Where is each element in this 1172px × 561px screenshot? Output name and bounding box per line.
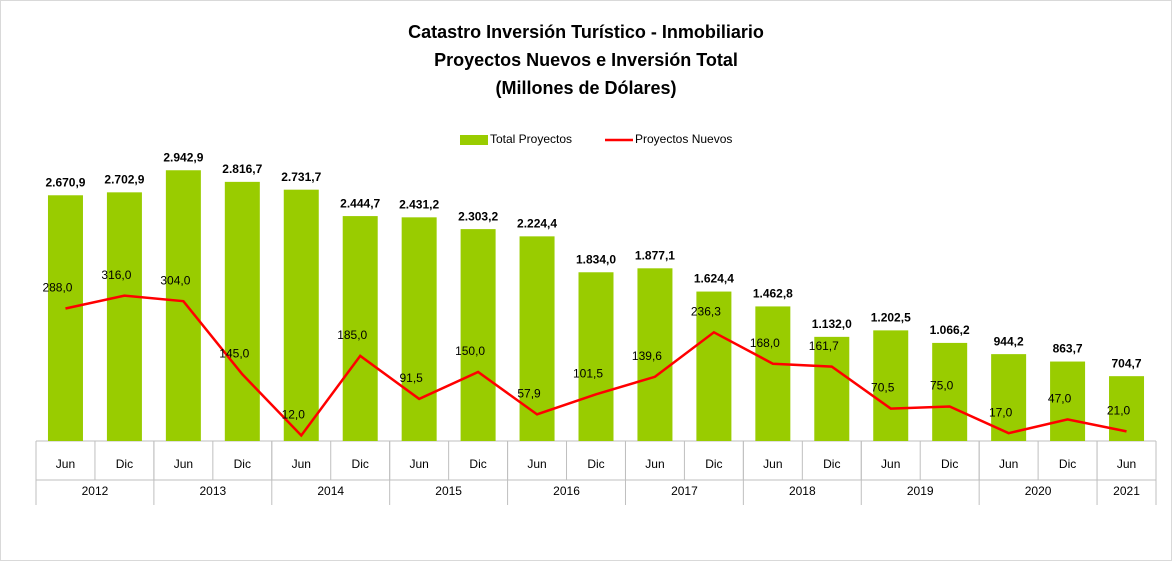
bar-value-label: 2.702,9 bbox=[104, 173, 144, 187]
bar-value-label: 1.202,5 bbox=[871, 311, 911, 325]
x-tick-label: Jun bbox=[409, 457, 428, 471]
bar bbox=[342, 216, 378, 441]
bar-value-label: 2.431,2 bbox=[399, 198, 439, 212]
line-value-label: 47,0 bbox=[1048, 392, 1072, 406]
x-tick-label: Jun bbox=[527, 457, 546, 471]
line-value-label: 185,0 bbox=[337, 328, 367, 342]
bar-value-label: 704,7 bbox=[1112, 356, 1142, 370]
line-value-label: 57,9 bbox=[517, 387, 541, 401]
bar bbox=[224, 181, 260, 442]
legend-label: Proyectos Nuevos bbox=[635, 132, 732, 146]
bar bbox=[991, 354, 1027, 441]
x-tick-label: Dic bbox=[587, 457, 604, 471]
bar-value-label: 1.066,2 bbox=[930, 323, 970, 337]
bar bbox=[578, 272, 614, 441]
x-group-label: 2020 bbox=[1025, 484, 1052, 498]
line-value-label: 161,7 bbox=[809, 339, 839, 353]
bar bbox=[106, 192, 142, 441]
chart-title: Catastro Inversión Turístico - Inmobilia… bbox=[408, 22, 764, 42]
line bbox=[65, 294, 1127, 438]
x-group-label: 2017 bbox=[671, 484, 698, 498]
line-value-label: 75,0 bbox=[930, 379, 954, 393]
legend-swatch bbox=[460, 135, 488, 145]
bar bbox=[460, 229, 496, 441]
bar bbox=[932, 342, 968, 441]
line-value-label: 101,5 bbox=[573, 366, 603, 380]
bar bbox=[873, 330, 909, 441]
x-group-label: 2012 bbox=[82, 484, 109, 498]
x-tick-label: Dic bbox=[469, 457, 486, 471]
x-tick-label: Dic bbox=[234, 457, 251, 471]
bar-value-label: 2.303,2 bbox=[458, 209, 498, 223]
bar bbox=[1050, 361, 1086, 441]
bar-value-label: 1.834,0 bbox=[576, 252, 616, 266]
line-value-label: 70,5 bbox=[871, 381, 895, 395]
x-tick-label: Dic bbox=[352, 457, 369, 471]
x-group-label: 2015 bbox=[435, 484, 462, 498]
x-tick-label: Jun bbox=[881, 457, 900, 471]
bar bbox=[401, 217, 437, 441]
line-value-label: 150,0 bbox=[455, 344, 485, 358]
line-value-label: 316,0 bbox=[101, 268, 131, 282]
line-value-label: 168,0 bbox=[750, 336, 780, 350]
x-group-label: 2021 bbox=[1113, 484, 1140, 498]
bar bbox=[755, 306, 791, 441]
x-tick-label: Jun bbox=[292, 457, 311, 471]
x-tick-label: Dic bbox=[705, 457, 722, 471]
bar bbox=[696, 291, 732, 441]
bar bbox=[814, 336, 850, 441]
x-tick-label: Jun bbox=[174, 457, 193, 471]
bar-value-label: 944,2 bbox=[994, 334, 1024, 348]
x-tick-label: Jun bbox=[645, 457, 664, 471]
bar-value-label: 2.816,7 bbox=[222, 162, 262, 176]
x-tick-label: Dic bbox=[823, 457, 840, 471]
x-tick-label: Jun bbox=[763, 457, 782, 471]
line-value-label: 304,0 bbox=[160, 273, 190, 287]
line-value-label: 91,5 bbox=[399, 371, 423, 385]
x-group-label: 2018 bbox=[789, 484, 816, 498]
bar-value-label: 1.462,8 bbox=[753, 287, 793, 301]
x-group-label: 2014 bbox=[317, 484, 344, 498]
x-tick-label: Jun bbox=[999, 457, 1018, 471]
bar-value-label: 2.731,7 bbox=[281, 170, 321, 184]
line-value-label: 12,0 bbox=[282, 408, 306, 422]
x-tick-label: Dic bbox=[941, 457, 958, 471]
x-tick-label: Jun bbox=[1117, 457, 1136, 471]
x-tick-label: Dic bbox=[1059, 457, 1076, 471]
line-value-label: 288,0 bbox=[42, 281, 72, 295]
line-value-label: 145,0 bbox=[219, 346, 249, 360]
bar bbox=[283, 189, 319, 441]
bar-value-label: 1.624,4 bbox=[694, 272, 734, 286]
x-group-label: 2016 bbox=[553, 484, 580, 498]
bar bbox=[165, 170, 201, 441]
line-value-label: 17,0 bbox=[989, 405, 1013, 419]
x-group-label: 2019 bbox=[907, 484, 934, 498]
bar-value-label: 2.670,9 bbox=[45, 175, 85, 189]
bar bbox=[47, 195, 83, 441]
chart-title: (Millones de Dólares) bbox=[495, 78, 676, 98]
bar-value-label: 2.224,4 bbox=[517, 217, 557, 231]
bar-value-label: 1.877,1 bbox=[635, 248, 675, 262]
line-value-label: 139,6 bbox=[632, 349, 662, 363]
x-group-label: 2013 bbox=[199, 484, 226, 498]
chart-title: Proyectos Nuevos e Inversión Total bbox=[434, 50, 738, 70]
bar-value-label: 1.132,0 bbox=[812, 317, 852, 331]
bar-value-label: 2.444,7 bbox=[340, 196, 380, 210]
line-value-label: 21,0 bbox=[1107, 404, 1131, 418]
bar bbox=[637, 268, 673, 441]
bar-value-label: 2.942,9 bbox=[163, 150, 203, 164]
line-value-label: 236,3 bbox=[691, 304, 721, 318]
x-tick-label: Jun bbox=[56, 457, 75, 471]
x-tick-label: Dic bbox=[116, 457, 133, 471]
bar-value-label: 863,7 bbox=[1053, 342, 1083, 356]
legend-label: Total Proyectos bbox=[490, 132, 572, 146]
